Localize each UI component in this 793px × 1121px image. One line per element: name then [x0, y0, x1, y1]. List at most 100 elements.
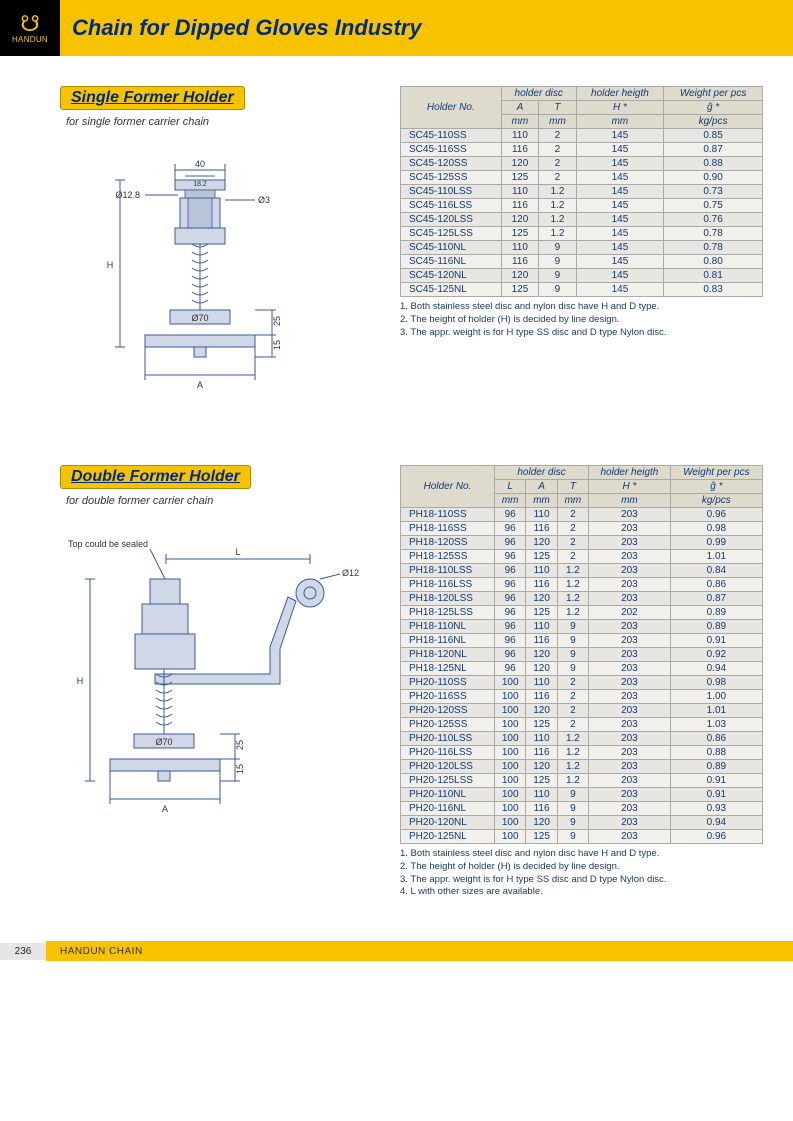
cell: 96: [494, 592, 525, 606]
cell: PH18-120SS: [401, 536, 495, 550]
cell: 2: [539, 171, 577, 185]
cell: 145: [576, 129, 663, 143]
note-line: 3. The appr. weight is for H type SS dis…: [400, 874, 763, 887]
table-row: PH20-116SS10011622031.00: [401, 690, 763, 704]
cell: 116: [501, 199, 539, 213]
cell: 110: [526, 564, 557, 578]
cell: 0.87: [670, 592, 762, 606]
cell: SC45-110SS: [401, 129, 502, 143]
table-row: PH20-110SS10011022030.98: [401, 676, 763, 690]
cell: 0.87: [664, 143, 763, 157]
col-unit: mm: [576, 115, 663, 129]
cell: PH20-116NL: [401, 802, 495, 816]
table-double-holder: Holder No.holder discholder heigthWeight…: [400, 465, 763, 844]
cell: 100: [494, 732, 525, 746]
cell: 1.2: [557, 774, 588, 788]
cell: 203: [589, 592, 671, 606]
cell: 120: [526, 648, 557, 662]
logo-brand-text: HANDUN: [12, 35, 48, 44]
table-row: SC45-120LSS1201.21450.76: [401, 213, 763, 227]
table-row: SC45-110SS11021450.85: [401, 129, 763, 143]
cell: 1.01: [670, 550, 762, 564]
cell: PH18-116SS: [401, 522, 495, 536]
cell: 145: [576, 185, 663, 199]
cell: 1.2: [539, 213, 577, 227]
cell: 0.92: [670, 648, 762, 662]
cell: 2: [539, 129, 577, 143]
cell: 202: [589, 606, 671, 620]
note-line: 1. Both stainless steel disc and nylon d…: [400, 848, 763, 861]
brand-logo: ☋ HANDUN: [0, 0, 60, 56]
cell: 203: [589, 774, 671, 788]
table-row: PH20-120LSS1001201.22030.89: [401, 760, 763, 774]
colgroup-weight: Weight per pcs: [670, 466, 762, 480]
cell: 9: [557, 620, 588, 634]
table-row: PH18-116NL9611692030.91: [401, 634, 763, 648]
cell: 0.89: [670, 606, 762, 620]
cell: 1.2: [557, 746, 588, 760]
cell: 0.83: [664, 283, 763, 297]
cell: 125: [501, 227, 539, 241]
cell: 1.2: [557, 732, 588, 746]
colgroup-disc: holder disc: [501, 87, 576, 101]
cell: 125: [526, 550, 557, 564]
cell: 0.98: [670, 676, 762, 690]
table-row: SC45-120NL12091450.81: [401, 269, 763, 283]
cell: 1.01: [670, 704, 762, 718]
cell: 1.2: [539, 227, 577, 241]
cell: SC45-110NL: [401, 241, 502, 255]
cell: 2: [539, 143, 577, 157]
cell: 100: [494, 830, 525, 844]
table-row: PH18-110SS9611022030.96: [401, 508, 763, 522]
section-double-holder: Double Former Holder for double former c…: [60, 465, 763, 899]
table-row: PH18-110NL9611092030.89: [401, 620, 763, 634]
col-symbol: ĝ *: [664, 101, 763, 115]
page-number: 236: [0, 943, 46, 960]
cell: 110: [501, 185, 539, 199]
cell: 203: [589, 508, 671, 522]
cell: 100: [494, 704, 525, 718]
table-row: SC45-110LSS1101.21450.73: [401, 185, 763, 199]
cell: 2: [557, 536, 588, 550]
cell: 96: [494, 536, 525, 550]
cell: SC45-116SS: [401, 143, 502, 157]
cell: 203: [589, 676, 671, 690]
cell: PH18-116NL: [401, 634, 495, 648]
cell: 96: [494, 508, 525, 522]
svg-text:15: 15: [272, 340, 282, 350]
cell: 203: [589, 690, 671, 704]
note-line: 2. The height of holder (H) is decided b…: [400, 861, 763, 874]
table-row: SC45-110NL11091450.78: [401, 241, 763, 255]
cell: 0.73: [664, 185, 763, 199]
cell: 120: [526, 704, 557, 718]
cell: 2: [557, 522, 588, 536]
cell: 0.86: [670, 732, 762, 746]
cell: 0.93: [670, 802, 762, 816]
cell: 125: [526, 718, 557, 732]
col-unit: mm: [557, 494, 588, 508]
cell: 2: [557, 550, 588, 564]
cell: 2: [557, 718, 588, 732]
cell: 116: [526, 802, 557, 816]
cell: 0.89: [670, 620, 762, 634]
col-symbol: L: [494, 480, 525, 494]
cell: 9: [557, 802, 588, 816]
cell: 0.75: [664, 199, 763, 213]
svg-text:Top could be sealed: Top could be sealed: [68, 539, 148, 549]
table-row: SC45-125SS12521450.90: [401, 171, 763, 185]
cell: 120: [501, 269, 539, 283]
section2-subtitle: for double former carrier chain: [66, 495, 380, 507]
cell: 116: [526, 634, 557, 648]
col-holder-no: Holder No.: [401, 466, 495, 508]
cell: 203: [589, 634, 671, 648]
cell: 0.91: [670, 788, 762, 802]
cell: PH20-116LSS: [401, 746, 495, 760]
cell: 0.76: [664, 213, 763, 227]
cell: 120: [526, 536, 557, 550]
cell: 110: [501, 129, 539, 143]
cell: PH20-125SS: [401, 718, 495, 732]
svg-text:18.2: 18.2: [193, 181, 207, 188]
cell: 145: [576, 283, 663, 297]
col-unit: mm: [589, 494, 671, 508]
cell: 0.80: [664, 255, 763, 269]
